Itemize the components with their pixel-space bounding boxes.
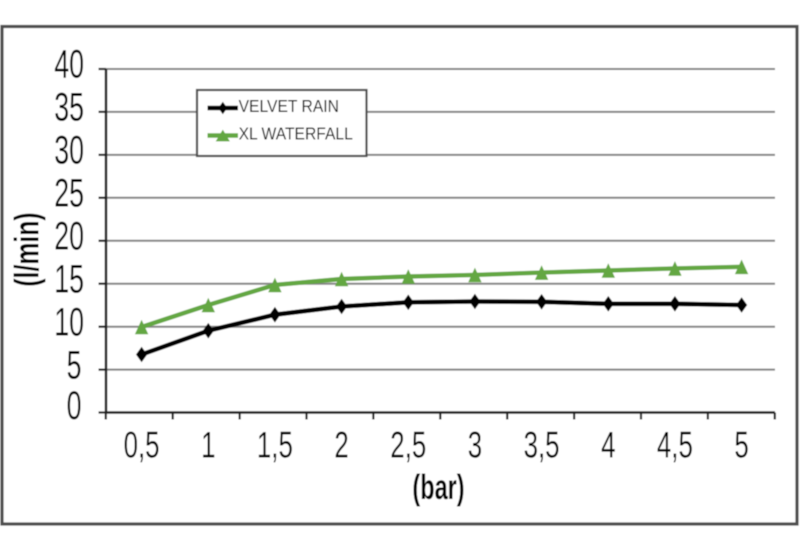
svg-text:4: 4: [601, 424, 615, 466]
svg-text:30: 30: [54, 128, 84, 173]
svg-text:1: 1: [201, 424, 215, 466]
svg-text:0,5: 0,5: [124, 424, 160, 466]
svg-text:VELVET RAIN: VELVET RAIN: [239, 96, 339, 116]
svg-text:20: 20: [54, 214, 84, 259]
svg-text:2,5: 2,5: [390, 424, 426, 466]
svg-text:(l/min): (l/min): [9, 212, 47, 286]
svg-text:2: 2: [334, 424, 348, 466]
svg-text:25: 25: [54, 171, 84, 216]
svg-text:35: 35: [54, 85, 84, 130]
svg-text:40: 40: [54, 42, 84, 87]
svg-text:3: 3: [468, 424, 482, 466]
svg-text:XL WATERFALL: XL WATERFALL: [239, 124, 353, 144]
svg-text:15: 15: [54, 257, 84, 302]
svg-text:4,5: 4,5: [657, 424, 693, 466]
svg-text:1,5: 1,5: [257, 424, 293, 466]
svg-text:3,5: 3,5: [524, 424, 560, 466]
svg-text:5: 5: [67, 343, 82, 388]
svg-text:0: 0: [67, 384, 82, 429]
svg-text:10: 10: [54, 300, 84, 345]
svg-text:(bar): (bar): [412, 468, 464, 507]
svg-text:5: 5: [734, 424, 748, 466]
